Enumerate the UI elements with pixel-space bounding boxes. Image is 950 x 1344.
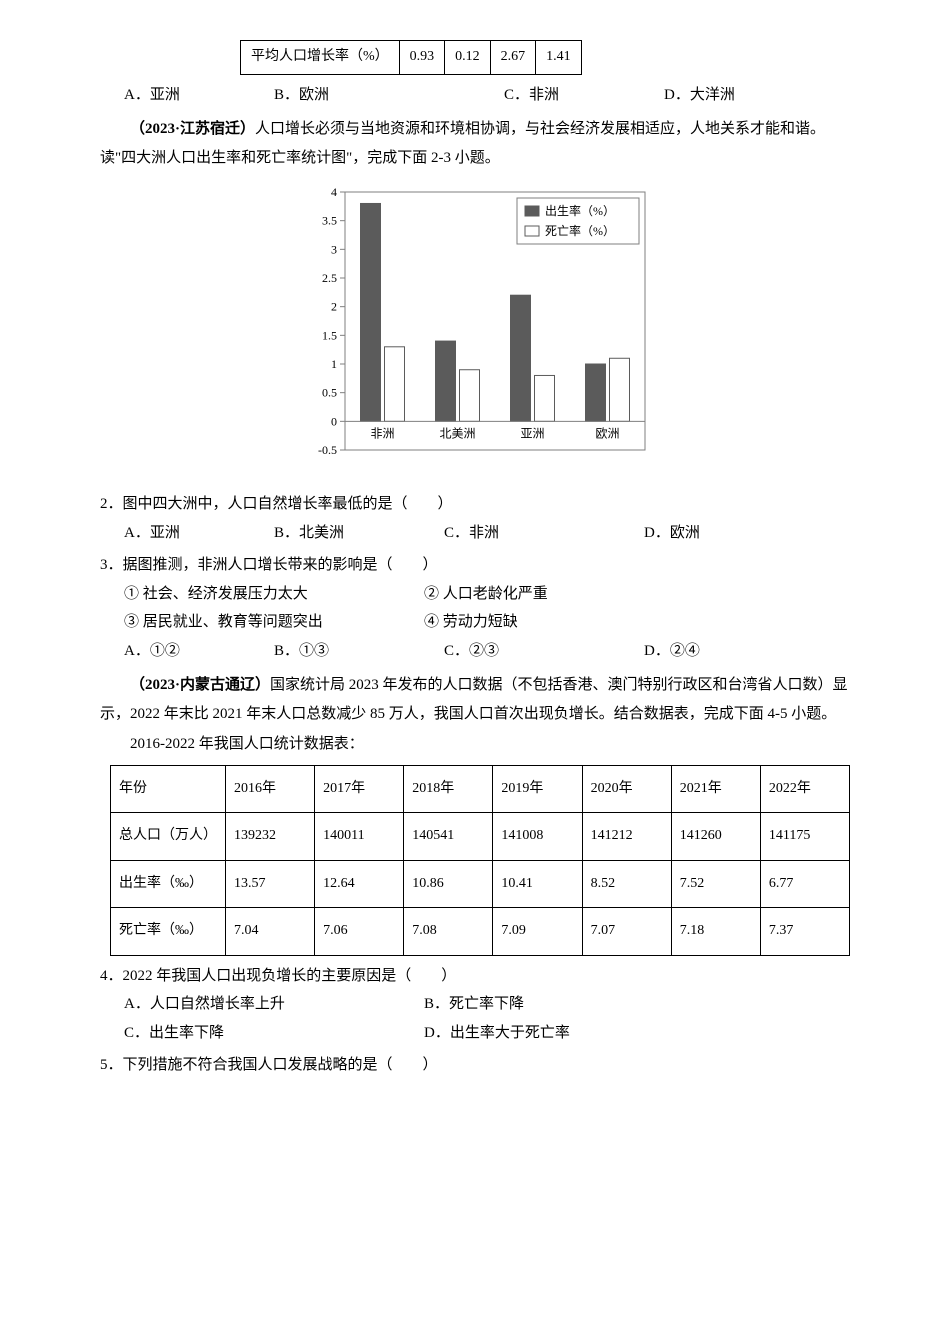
growth-v4: 1.41 — [536, 41, 582, 75]
r2c2: 12.64 — [315, 860, 404, 908]
table-row: 出生率（‰） 13.57 12.64 10.86 10.41 8.52 7.52… — [111, 860, 850, 908]
q2-opt-d: D．欧洲 — [644, 519, 700, 548]
r3c4: 7.09 — [493, 908, 582, 956]
r2c0: 出生率（‰） — [111, 860, 226, 908]
growth-v2: 0.12 — [445, 41, 491, 75]
population-data-table: 年份 2016年 2017年 2018年 2019年 2020年 2021年 2… — [110, 765, 850, 956]
r1c3: 140541 — [404, 813, 493, 861]
r1c1: 139232 — [226, 813, 315, 861]
q3-o1: ① 社会、经济发展压力太大 — [124, 580, 424, 609]
r3c6: 7.18 — [671, 908, 760, 956]
q3-opt-a: A．①② — [124, 637, 274, 666]
passage-2: （2023·内蒙古通辽）国家统计局 2023 年发布的人口数据（不包括香港、澳门… — [100, 671, 850, 728]
q3-opt-b: B．①③ — [274, 637, 444, 666]
passage-1: （2023·江苏宿迁）人口增长必须与当地资源和环境相协调，与社会经济发展相适应，… — [100, 115, 850, 172]
q1-opt-a: A．亚洲 — [124, 81, 274, 110]
th-2021: 2021年 — [671, 765, 760, 813]
q2-opt-b: B．北美洲 — [274, 519, 444, 548]
th-2016: 2016年 — [226, 765, 315, 813]
growth-rate-table: 平均人口增长率（%） 0.93 0.12 2.67 1.41 — [240, 40, 582, 75]
q3-sub-row2: ③ 居民就业、教育等问题突出 ④ 劳动力短缺 — [124, 608, 850, 637]
svg-text:3: 3 — [331, 242, 337, 256]
th-2020: 2020年 — [582, 765, 671, 813]
svg-text:亚洲: 亚洲 — [520, 426, 544, 440]
q2-opt-a: A．亚洲 — [124, 519, 274, 548]
q2-options: A．亚洲 B．北美洲 C．非洲 D．欧洲 — [124, 519, 850, 548]
svg-text:0.5: 0.5 — [322, 386, 337, 400]
svg-text:非洲: 非洲 — [370, 426, 394, 440]
r3c3: 7.08 — [404, 908, 493, 956]
r3c0: 死亡率（‰） — [111, 908, 226, 956]
svg-text:1: 1 — [331, 357, 337, 371]
svg-text:出生率（%）: 出生率（%） — [545, 203, 615, 218]
q3-o4: ④ 劳动力短缺 — [424, 608, 518, 637]
r3c1: 7.04 — [226, 908, 315, 956]
table-row: 死亡率（‰） 7.04 7.06 7.08 7.09 7.07 7.18 7.3… — [111, 908, 850, 956]
r1c0: 总人口（万人） — [111, 813, 226, 861]
q2-opt-c: C．非洲 — [444, 519, 644, 548]
r3c7: 7.37 — [760, 908, 849, 956]
q4-row2: C．出生率下降 D．出生率大于死亡率 — [124, 1019, 850, 1048]
r1c2: 140011 — [315, 813, 404, 861]
q4-opt-d: D．出生率大于死亡率 — [424, 1019, 570, 1048]
q5-stem: 5．下列措施不符合我国人口发展战略的是（ ） — [100, 1051, 850, 1080]
svg-text:欧洲: 欧洲 — [595, 426, 619, 440]
population-chart: -0.5 0 0.5 1 1.5 2 2.5 3 3.5 4 非洲 北美洲 亚洲 欧洲 出生率（%） 死亡率（… — [100, 180, 850, 480]
th-year: 年份 — [111, 765, 226, 813]
r1c7: 141175 — [760, 813, 849, 861]
q4-row1: A．人口自然增长率上升 B．死亡率下降 — [124, 990, 850, 1019]
r1c4: 141008 — [493, 813, 582, 861]
q4-opt-c: C．出生率下降 — [124, 1019, 424, 1048]
svg-text:2: 2 — [331, 300, 337, 314]
table-row: 年份 2016年 2017年 2018年 2019年 2020年 2021年 2… — [111, 765, 850, 813]
growth-v1: 0.93 — [399, 41, 445, 75]
svg-text:4: 4 — [331, 185, 337, 199]
passage1-source: （2023·江苏宿迁） — [130, 121, 255, 137]
q4-opt-b: B．死亡率下降 — [424, 990, 524, 1019]
r2c5: 8.52 — [582, 860, 671, 908]
svg-text:2.5: 2.5 — [322, 271, 337, 285]
q1-opt-c: C．非洲 — [504, 81, 664, 110]
q3-sub-row1: ① 社会、经济发展压力太大 ② 人口老龄化严重 — [124, 580, 850, 609]
passage2-source: （2023·内蒙古通辽） — [130, 677, 270, 693]
q1-opt-b: B．欧洲 — [274, 81, 504, 110]
r2c7: 6.77 — [760, 860, 849, 908]
big-table-title: 2016-2022 年我国人口统计数据表： — [100, 730, 850, 759]
r1c5: 141212 — [582, 813, 671, 861]
r3c5: 7.07 — [582, 908, 671, 956]
q3-o3: ③ 居民就业、教育等问题突出 — [124, 608, 424, 637]
svg-text:北美洲: 北美洲 — [439, 426, 475, 440]
q3-opt-c: C．②③ — [444, 637, 644, 666]
q3-opt-d: D．②④ — [644, 637, 700, 666]
th-2022: 2022年 — [760, 765, 849, 813]
svg-text:死亡率（%）: 死亡率（%） — [545, 223, 615, 238]
q2-stem: 2．图中四大洲中，人口自然增长率最低的是（ ） — [100, 490, 850, 519]
q3-stem: 3．据图推测，非洲人口增长带来的影响是（ ） — [100, 551, 850, 580]
q1-opt-d: D．大洋洲 — [664, 81, 735, 110]
growth-label: 平均人口增长率（%） — [241, 41, 400, 75]
th-2017: 2017年 — [315, 765, 404, 813]
r3c2: 7.06 — [315, 908, 404, 956]
r2c6: 7.52 — [671, 860, 760, 908]
q3-options: A．①② B．①③ C．②③ D．②④ — [124, 637, 850, 666]
q3-o2: ② 人口老龄化严重 — [424, 580, 548, 609]
r2c4: 10.41 — [493, 860, 582, 908]
q4-stem: 4．2022 年我国人口出现负增长的主要原因是（ ） — [100, 962, 850, 991]
svg-text:-0.5: -0.5 — [318, 443, 337, 457]
svg-text:0: 0 — [331, 414, 337, 428]
svg-text:3.5: 3.5 — [322, 214, 337, 228]
q4-opt-a: A．人口自然增长率上升 — [124, 990, 424, 1019]
svg-text:1.5: 1.5 — [322, 328, 337, 342]
bar-chart-svg: -0.5 0 0.5 1 1.5 2 2.5 3 3.5 4 非洲 北美洲 亚洲 欧洲 出生率（%） 死亡率（… — [285, 180, 665, 480]
growth-v3: 2.67 — [490, 41, 536, 75]
th-2019: 2019年 — [493, 765, 582, 813]
r2c1: 13.57 — [226, 860, 315, 908]
r2c3: 10.86 — [404, 860, 493, 908]
th-2018: 2018年 — [404, 765, 493, 813]
r1c6: 141260 — [671, 813, 760, 861]
table-row: 总人口（万人） 139232 140011 140541 141008 1412… — [111, 813, 850, 861]
q1-options: A．亚洲 B．欧洲 C．非洲 D．大洋洲 — [124, 81, 850, 110]
